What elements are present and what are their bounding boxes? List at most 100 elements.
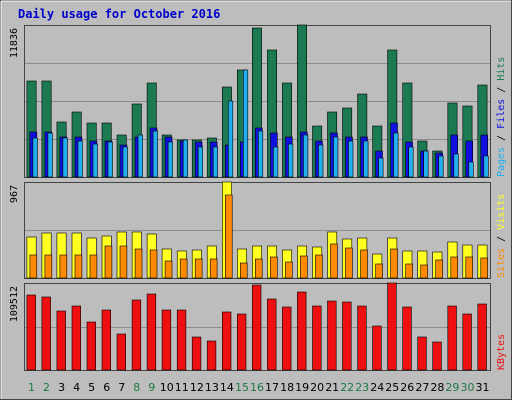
bar-sites (194, 258, 203, 279)
bar-pages (423, 150, 429, 178)
day-tick-label: 3 (58, 381, 65, 394)
bar-pages (32, 137, 38, 178)
bar-kbytes (222, 311, 232, 371)
day-tick-label: 15 (235, 381, 249, 394)
day-tick-label: 22 (340, 381, 354, 394)
day-tick-label: 7 (118, 381, 125, 394)
day-tick-label: 31 (476, 381, 490, 394)
bar-kbytes (342, 301, 352, 371)
day-tick-label: 16 (250, 381, 264, 394)
day-tick-label: 9 (148, 381, 155, 394)
bar-pages (92, 143, 98, 178)
day-tick-label: 12 (190, 381, 204, 394)
bar-pages (228, 100, 234, 178)
bar-pages (273, 146, 279, 178)
bar-kbytes (56, 310, 66, 371)
bar-sites (29, 254, 38, 279)
bar-kbytes (131, 299, 142, 371)
day-tick-label: 28 (430, 381, 444, 394)
day-tick-label: 20 (310, 381, 324, 394)
legend: Pages / Files / Hits (496, 57, 507, 177)
bar-sites (420, 264, 428, 279)
bar-pages (453, 153, 459, 178)
bar-pages (152, 130, 158, 178)
bar-kbytes (71, 305, 81, 371)
bar-sites (209, 258, 218, 279)
bar-pages (303, 134, 309, 178)
bar-sites (119, 245, 128, 279)
bar-kbytes (402, 306, 412, 371)
max-value-label: 967 (9, 185, 20, 203)
chart-title: Daily usage for October 2016 (18, 7, 220, 21)
legend-entry: Visits (496, 194, 507, 230)
bar-kbytes (26, 294, 36, 371)
day-tick-label: 29 (445, 381, 459, 394)
day-tick-label: 1 (28, 381, 35, 394)
panel-frame (24, 182, 491, 279)
bar-sites (270, 256, 278, 279)
bar-pages (137, 134, 143, 178)
bar-kbytes (237, 313, 247, 371)
bar-kbytes (191, 336, 202, 371)
day-tick-label: 6 (103, 381, 110, 394)
bar-sites (240, 262, 248, 279)
legend-entry: Files (496, 99, 507, 129)
bar-kbytes (357, 305, 367, 371)
day-tick-label: 23 (355, 381, 369, 394)
bar-pages (122, 146, 128, 178)
bar-sites (44, 254, 53, 279)
day-tick-label: 11 (175, 381, 189, 394)
bar-kbytes (462, 313, 472, 371)
legend: KBytes (496, 334, 507, 370)
day-tick-label: 14 (220, 381, 234, 394)
bar-kbytes (432, 341, 442, 371)
bar-pages (62, 137, 68, 178)
day-tick-label: 18 (280, 381, 294, 394)
legend-entry: Pages (496, 147, 507, 177)
bar-pages (363, 140, 369, 178)
bar-sites (89, 254, 98, 279)
bar-sites (134, 248, 143, 279)
day-tick-label: 21 (325, 381, 339, 394)
bar-pages (348, 140, 354, 178)
bar-pages (318, 144, 324, 178)
bar-pages (182, 139, 188, 178)
bar-kbytes (161, 309, 172, 371)
bar-kbytes (387, 282, 397, 371)
bar-pages (438, 155, 444, 178)
bar-kbytes (176, 309, 187, 371)
bar-sites (450, 256, 458, 279)
day-tick-label: 10 (160, 381, 174, 394)
bar-pages (257, 130, 264, 178)
bar-pages (167, 141, 173, 178)
day-tick-label: 5 (88, 381, 95, 394)
bar-sites (255, 258, 263, 279)
bar-sites (345, 247, 353, 279)
day-tick-label: 30 (461, 381, 475, 394)
day-tick-label: 27 (415, 381, 429, 394)
bar-pages (197, 146, 203, 178)
bar-kbytes (312, 305, 322, 371)
bar-kbytes (282, 306, 292, 371)
bar-kbytes (447, 305, 457, 371)
bar-pages (107, 141, 113, 178)
bar-sites (285, 261, 293, 279)
bar-pages (77, 140, 83, 178)
bar-sites (330, 243, 338, 279)
bar-pages (393, 132, 399, 178)
bar-pages (378, 157, 384, 178)
bar-pages (483, 155, 489, 178)
bar-kbytes (372, 325, 382, 371)
panel-frame (24, 25, 491, 178)
bar-sites (59, 254, 68, 279)
bar-pages (288, 143, 294, 178)
bar-sites (435, 259, 443, 279)
bar-kbytes (417, 336, 427, 371)
bar-kbytes (267, 298, 277, 371)
bar-sites (300, 255, 308, 279)
bar-pages (408, 146, 414, 178)
day-tick-label: 26 (400, 381, 414, 394)
legend-entry: / (496, 230, 507, 248)
